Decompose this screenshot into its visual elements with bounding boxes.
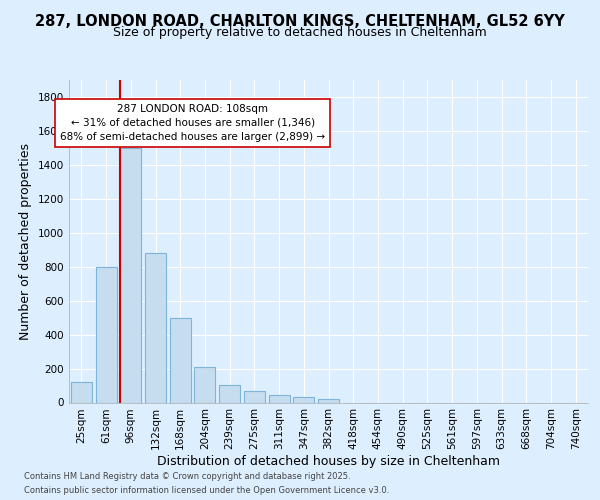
Bar	[244, 392, 265, 402]
Bar	[145, 253, 166, 402]
X-axis label: Distribution of detached houses by size in Cheltenham: Distribution of detached houses by size …	[157, 455, 500, 468]
Text: Contains public sector information licensed under the Open Government Licence v3: Contains public sector information licen…	[24, 486, 389, 495]
Bar	[269, 395, 290, 402]
Text: 287, LONDON ROAD, CHARLTON KINGS, CHELTENHAM, GL52 6YY: 287, LONDON ROAD, CHARLTON KINGS, CHELTE…	[35, 14, 565, 29]
Y-axis label: Number of detached properties: Number of detached properties	[19, 143, 32, 340]
Text: Size of property relative to detached houses in Cheltenham: Size of property relative to detached ho…	[113, 26, 487, 39]
Bar	[194, 367, 215, 402]
Bar	[219, 384, 240, 402]
Bar	[71, 382, 92, 402]
Text: Contains HM Land Registry data © Crown copyright and database right 2025.: Contains HM Land Registry data © Crown c…	[24, 472, 350, 481]
Bar	[293, 398, 314, 402]
Bar	[318, 399, 339, 402]
Bar	[120, 148, 141, 403]
Bar	[95, 266, 116, 402]
Bar	[170, 318, 191, 402]
Text: 287 LONDON ROAD: 108sqm
← 31% of detached houses are smaller (1,346)
68% of semi: 287 LONDON ROAD: 108sqm ← 31% of detache…	[60, 104, 325, 142]
